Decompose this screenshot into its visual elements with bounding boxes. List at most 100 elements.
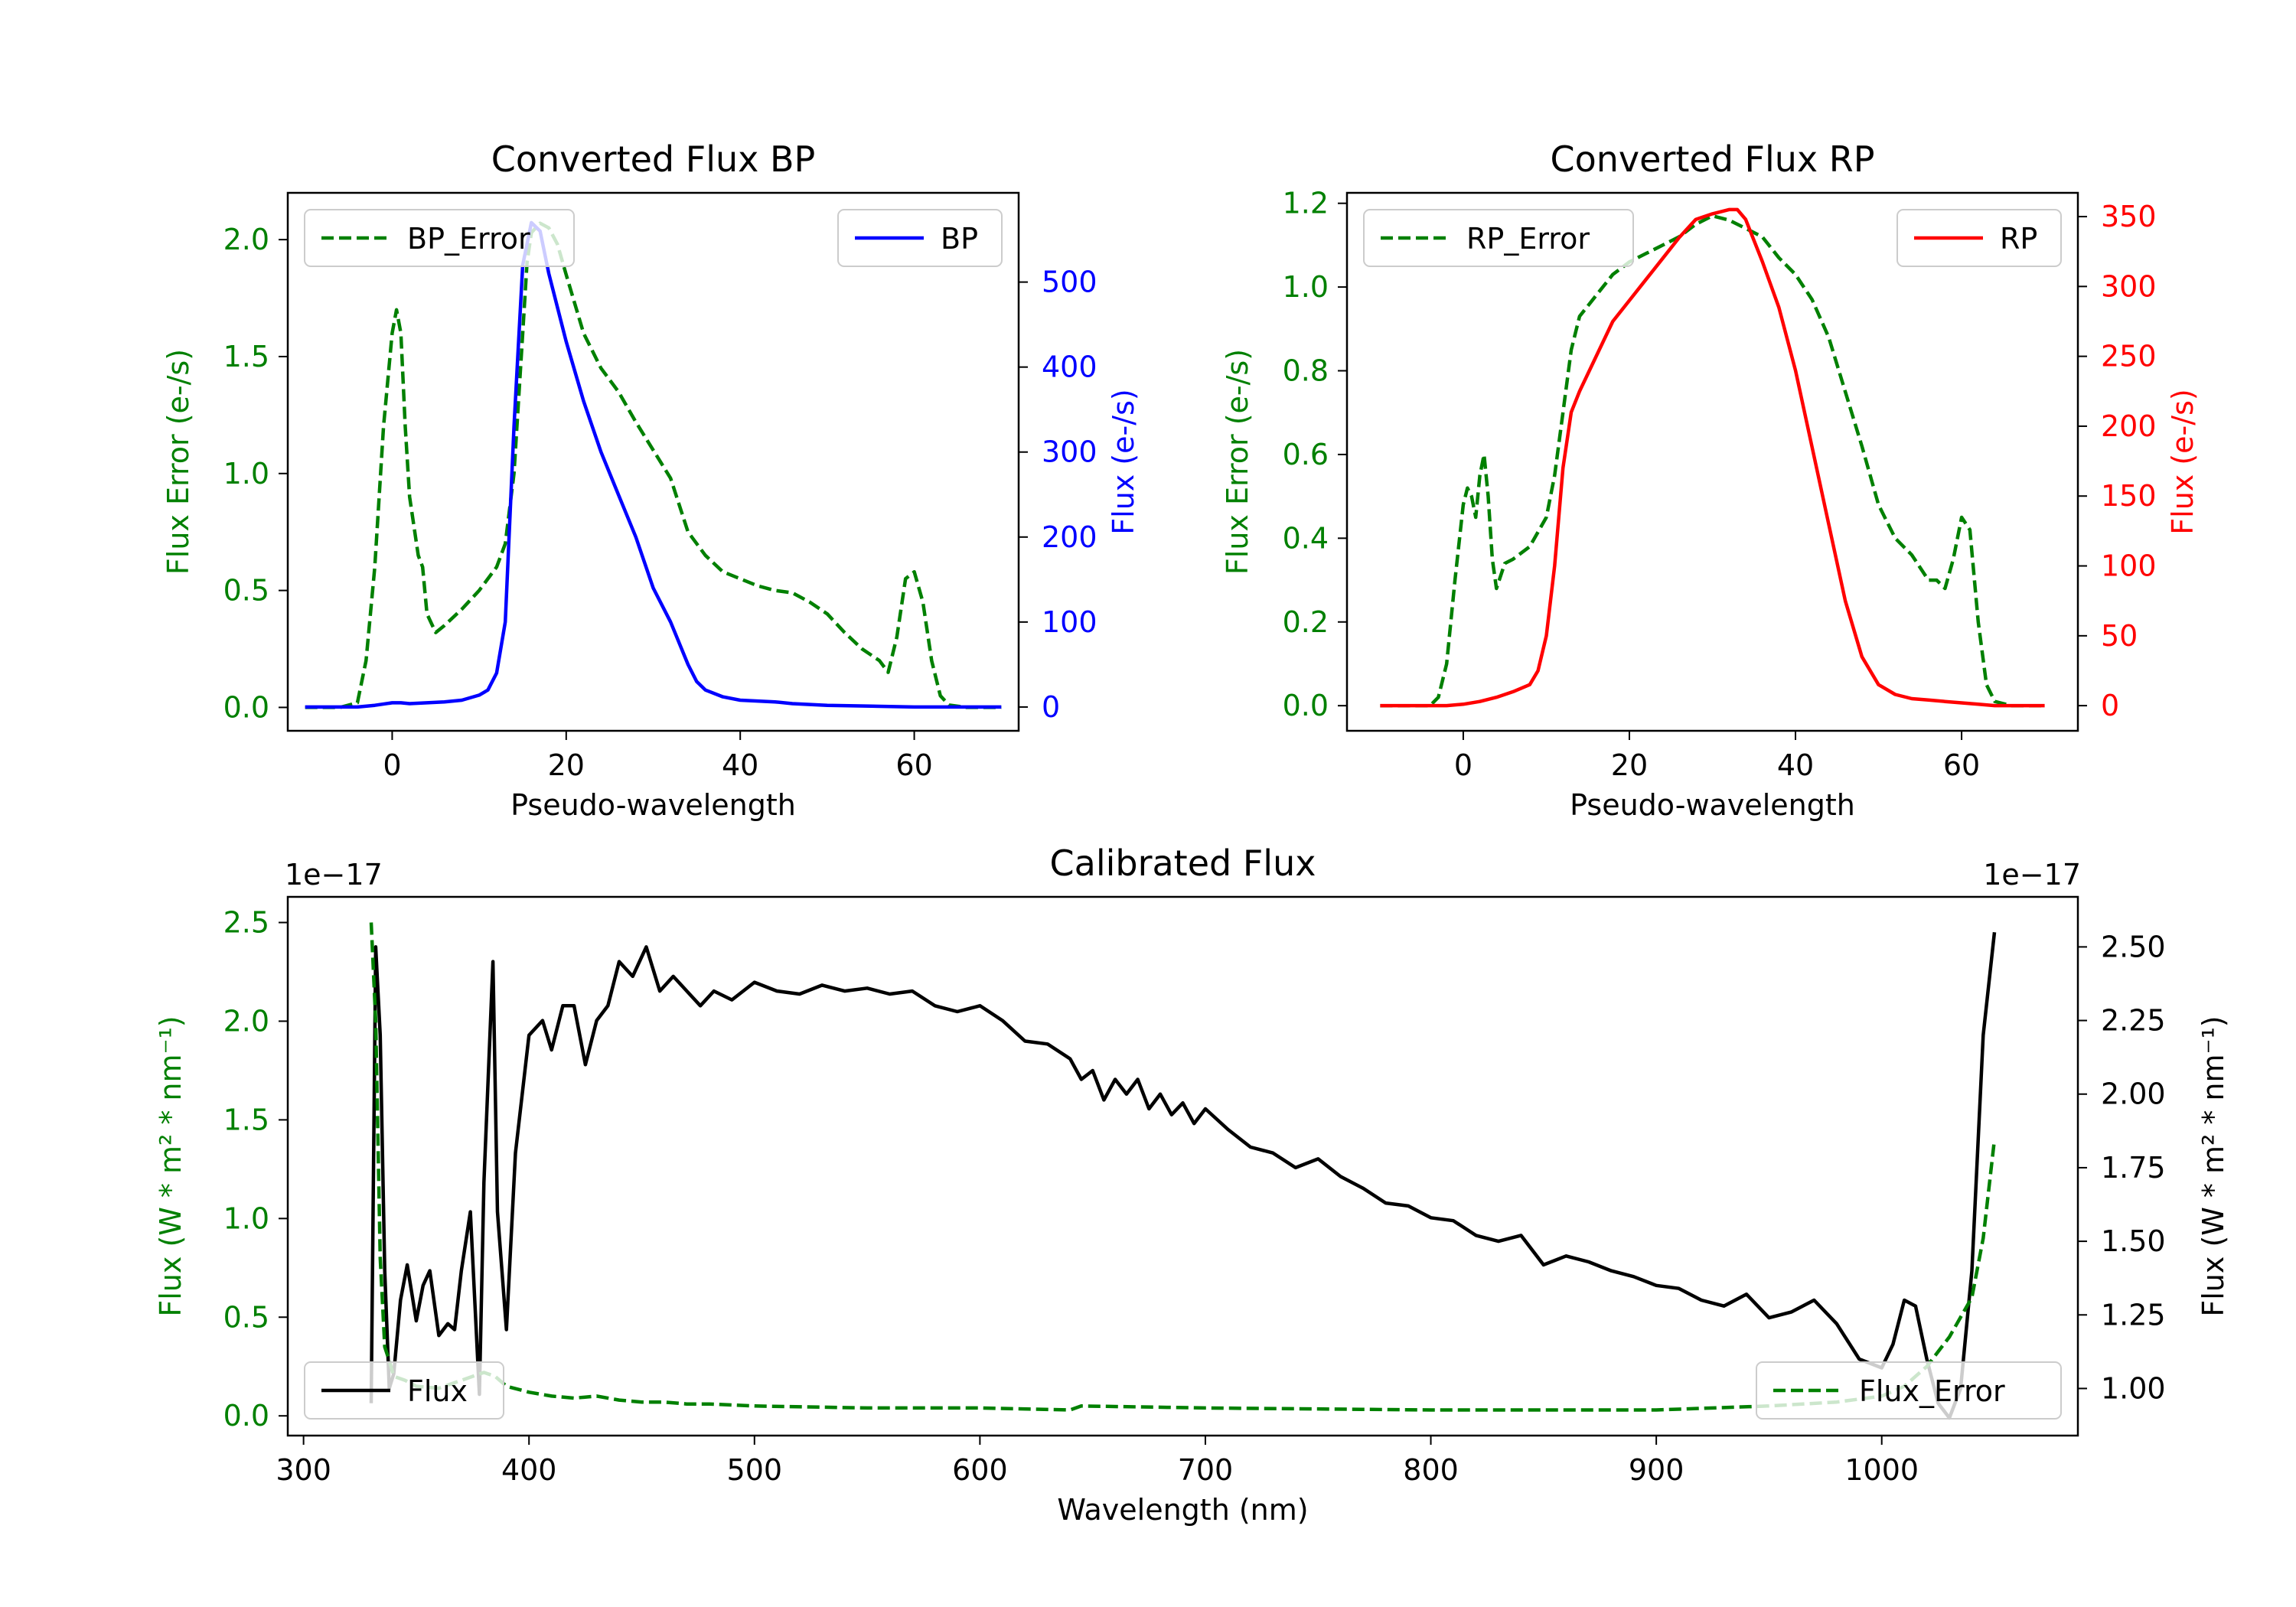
chart-3: 300 400 500 600 700 800 900 1000 0.0 0.5 1.0 1.5 2.0… [154, 843, 2230, 1527]
x-tick-label: 1000 [1844, 1453, 1919, 1487]
x-tick-label: 900 [1629, 1453, 1684, 1487]
axes-frame [1345, 191, 2079, 732]
y-left-tick-label: 1.5 [223, 1103, 269, 1136]
x-tick-label: 40 [722, 748, 758, 782]
y-right-tick-label: 200 [1042, 520, 1097, 554]
y-right-axis-label: Flux (e-/s) [1107, 389, 1140, 534]
chart-1: 0 20 40 60 0.0 0.5 1.0 1.5 2.0 0 100 200 300 400 500 Co… [161, 139, 1140, 822]
legend-right: RP [1896, 209, 2062, 267]
series-line-bp-error [305, 221, 1002, 709]
x-tick-label: 20 [548, 748, 585, 782]
y-left-tick-label: 0.0 [223, 690, 269, 724]
x-tick-label: 60 [1943, 748, 1980, 782]
y-left-tick-label: 0.6 [1283, 438, 1329, 471]
y-right-tick-label: 400 [1042, 350, 1097, 384]
y-left-tick-label: 2.5 [223, 906, 269, 940]
y-right-tick-label: 300 [2101, 269, 2157, 303]
y-right-tick-label: 300 [1042, 435, 1097, 469]
y-right-axis-label: Flux (W * m² * nm⁻¹) [2197, 1015, 2230, 1316]
legend-label: Flux_Error [1859, 1374, 2005, 1408]
y-left-tick-label: 2.0 [223, 1004, 269, 1038]
x-tick-label: 0 [383, 748, 401, 782]
y-right-tick-label: 0 [1042, 690, 1060, 724]
y-right-tick-label: 1.75 [2101, 1151, 2166, 1185]
series-line-bp [305, 220, 1002, 709]
x-tick-label: 20 [1611, 748, 1648, 782]
y-right-tick-label: 350 [2101, 200, 2157, 233]
y-right-offset-label: 1e−17 [1983, 858, 2081, 892]
legend-label: RP [2000, 222, 2037, 256]
y-left-tick-label: 0.4 [1283, 521, 1329, 555]
y-right-tick-label: 100 [2101, 549, 2157, 583]
x-tick-label: 700 [1178, 1453, 1234, 1487]
x-tick-label: 400 [501, 1453, 557, 1487]
chart-2: 0 20 40 60 0.0 0.2 0.4 0.6 0.8 1.0 1.2 0 50 100 150 200… [1221, 139, 2200, 822]
y-left-tick-label: 0.2 [1283, 605, 1329, 639]
axes-frame [286, 191, 1020, 732]
y-left-tick-label: 1.0 [223, 457, 269, 491]
y-right-axis-label: Flux (e-/s) [2166, 389, 2200, 534]
y-right-tick-label: 150 [2101, 479, 2157, 513]
plot-area [1380, 207, 2045, 708]
y-right-tick-label: 2.25 [2101, 1004, 2166, 1038]
y-left-tick-label: 0.0 [223, 1399, 269, 1433]
y-right-tick-label: 1.00 [2101, 1371, 2166, 1405]
y-right-tick-label: 1.25 [2101, 1298, 2166, 1332]
y-left-tick-label: 0.8 [1283, 354, 1329, 388]
x-tick-label: 600 [952, 1453, 1008, 1487]
y-left-axis-label: Flux (W * m² * nm⁻¹) [154, 1015, 188, 1316]
y-left-tick-label: 1.0 [1283, 270, 1329, 304]
series-line-flux-error [369, 922, 1997, 1412]
y-left-tick-label: 0.5 [223, 574, 269, 608]
x-axis-label: Pseudo-wavelength [1570, 788, 1855, 822]
y-right-tick-label: 2.00 [2101, 1077, 2166, 1111]
y-left-axis-label: Flux Error (e-/s) [161, 349, 195, 575]
y-left-tick-label: 1.5 [223, 340, 269, 373]
legend-label: RP_Error [1466, 222, 1590, 256]
legend-box [304, 209, 575, 267]
x-tick-label: 60 [895, 748, 932, 782]
x-tick-label: 500 [727, 1453, 783, 1487]
x-tick-label: 0 [1454, 748, 1473, 782]
y-right-tick-label: 200 [2101, 409, 2157, 443]
y-right-tick-label: 100 [1042, 605, 1097, 639]
x-axis-label: Wavelength (nm) [1057, 1493, 1308, 1527]
y-right-tick-label: 500 [1042, 266, 1097, 299]
y-left-tick-label: 1.2 [1283, 187, 1329, 220]
y-left-tick-label: 0.0 [1283, 689, 1329, 722]
legend-left: RP_Error [1363, 209, 1634, 267]
x-tick-label: 800 [1403, 1453, 1459, 1487]
axes-frame [286, 895, 2079, 1437]
y-right-tick-label: 0 [2101, 689, 2119, 722]
chart-title: Converted Flux BP [491, 139, 816, 180]
x-tick-label: 300 [276, 1453, 331, 1487]
y-right-tick-label: 2.50 [2101, 930, 2166, 963]
x-axis-label: Pseudo-wavelength [510, 788, 796, 822]
legend-label: BP_Error [407, 222, 530, 256]
chart-title: Converted Flux RP [1551, 139, 1875, 180]
y-left-tick-label: 2.0 [223, 223, 269, 256]
series-line-flux [369, 931, 1997, 1420]
y-left-axis-label: Flux Error (e-/s) [1221, 349, 1254, 575]
y-right-tick-label: 250 [2101, 340, 2157, 373]
y-left-tick-label: 0.5 [223, 1300, 269, 1334]
plot-area [369, 922, 1997, 1420]
legend-box [1756, 1361, 2062, 1420]
legend-label: Flux [407, 1374, 468, 1408]
x-tick-label: 40 [1777, 748, 1814, 782]
y-left-tick-label: 1.0 [223, 1201, 269, 1235]
series-line-rp [1380, 207, 2045, 708]
legend-box [1363, 209, 1634, 267]
legend-right: BP [837, 209, 1003, 267]
y-right-tick-label: 1.50 [2101, 1224, 2166, 1258]
legend-label: BP [941, 222, 978, 256]
legend-left: Flux [304, 1361, 504, 1420]
series-line-rp-error [1380, 214, 2045, 708]
legend-box [304, 1361, 504, 1420]
legend-right: Flux_Error [1756, 1361, 2062, 1420]
legend-left: BP_Error [304, 209, 575, 267]
chart-title: Calibrated Flux [1050, 843, 1316, 884]
y-left-offset-label: 1e−17 [285, 858, 383, 892]
y-right-tick-label: 50 [2101, 619, 2138, 653]
